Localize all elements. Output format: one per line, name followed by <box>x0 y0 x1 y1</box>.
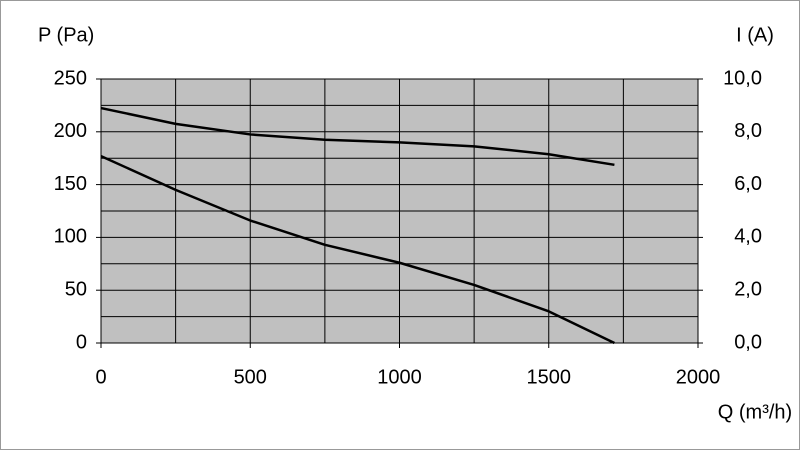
y2-tick-label: 8,0 <box>734 120 762 142</box>
y2-tick-label: 6,0 <box>734 173 762 195</box>
y2-tick-label: 2,0 <box>734 278 762 300</box>
curve <box>100 106 615 167</box>
x-axis-label: Q (m³/h) <box>718 401 792 423</box>
y2-tick-label: 4,0 <box>734 226 762 248</box>
y-tick-label: 250 <box>54 67 87 89</box>
y2-tick-label: 0,0 <box>734 331 762 353</box>
x-tick-label: 1000 <box>377 366 422 388</box>
y-tick-label: 150 <box>54 173 87 195</box>
plot-border <box>100 78 699 344</box>
y-tick-label: 100 <box>54 226 87 248</box>
x-tick-label: 500 <box>234 366 267 388</box>
x-tick-label: 0 <box>95 366 106 388</box>
y-tick-label: 50 <box>65 278 87 300</box>
y2-axis-label: I (A) <box>736 24 774 46</box>
y-tick-label: 0 <box>76 331 87 353</box>
y2-tick-label: 10,0 <box>723 67 762 89</box>
y-tick-label: 200 <box>54 120 87 142</box>
y-axis-label: P (Pa) <box>38 24 94 46</box>
curve <box>100 154 615 345</box>
x-tick-label: 2000 <box>676 366 721 388</box>
x-tick-label: 1500 <box>527 366 572 388</box>
